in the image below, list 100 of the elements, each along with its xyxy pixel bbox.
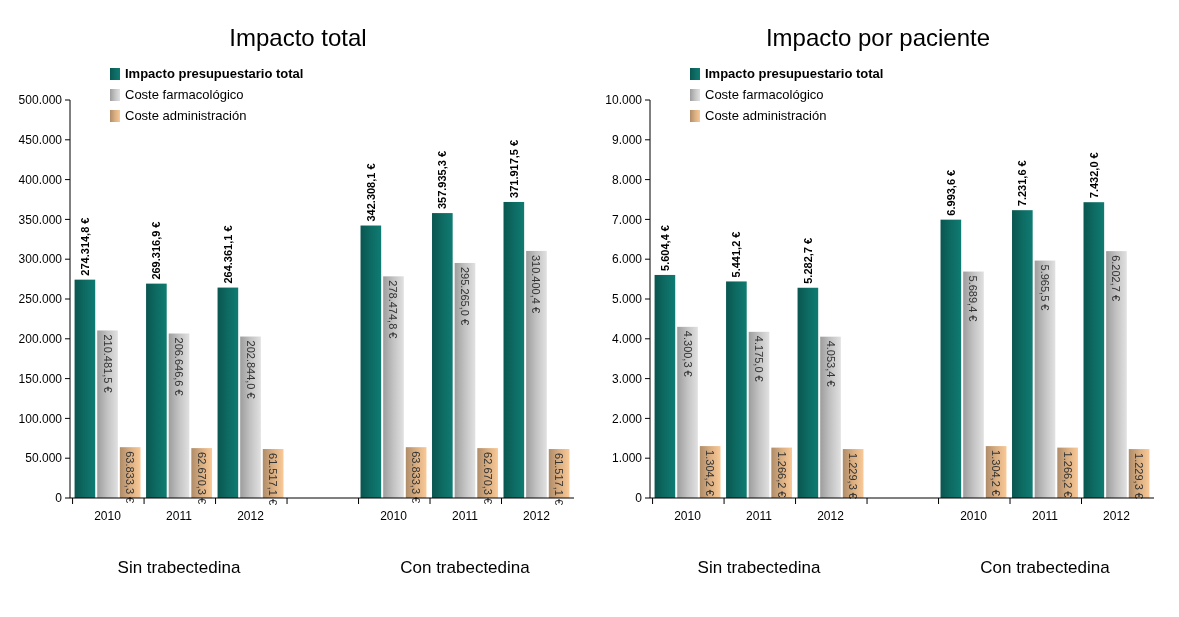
y-tick-label: 300.000 [18,252,63,267]
y-tick-label: 200.000 [18,332,63,346]
data-label: 63.833,3 € [124,451,137,504]
data-label: 274.314,8 € [78,217,91,276]
data-label: 310.400,4 € [530,254,543,314]
y-tick-label: 350.000 [18,212,63,227]
x-tick-label: 2011 [746,509,773,523]
y-tick-label: 400.000 [18,172,63,187]
bar [454,262,476,498]
bar [383,276,404,498]
bar [654,274,676,498]
data-label: 5.689,4 € [967,275,980,322]
data-label: 6.993,6 € [944,169,957,216]
y-tick-label: 450.000 [18,133,63,147]
data-label: 1.266,2 € [775,451,788,498]
y-tick-label: 5.000 [611,292,643,307]
x-tick-label: 2012 [1103,509,1131,523]
y-tick-label: 8.000 [611,172,643,187]
y-tick-label: 250.000 [18,292,63,307]
text: Sin trabectedina [117,558,241,577]
data-label: 202.844,0 € [244,340,257,399]
data-label: 210.481,5 € [101,334,114,393]
data-label: 7.432,0 € [1087,152,1100,199]
legend-label: Impacto presupuestario total [705,66,884,81]
data-label: 295.265,0 € [458,266,471,326]
bar [726,281,747,498]
data-label: 5.604,4 € [658,225,671,271]
data-label: 4.300,3 € [681,330,694,377]
y-tick-label: 7.000 [611,212,643,227]
data-label: 269.316,9 € [150,221,163,280]
y-tick-label: 0 [635,491,643,506]
data-label: 62.670,3 € [481,452,494,505]
x-tick-label: 2011 [166,509,193,523]
x-tick-label: 2012 [817,509,845,523]
legend-label: Coste administración [705,108,827,123]
data-label: 1.266,2 € [1061,451,1074,498]
data-label: 264.361,1 € [221,225,234,284]
bar [940,219,962,498]
text: Con trabectedina [980,558,1111,577]
y-tick-label: 50.000 [25,451,63,466]
bar [146,283,167,498]
data-label: 62.670,3 € [195,452,208,505]
bar [74,279,96,498]
data-label: 342.308,1 € [364,163,377,222]
y-tick-label: 0 [55,491,63,506]
bar [677,326,698,498]
text: Sin trabectedina [697,558,821,577]
x-tick-label: 2010 [960,509,988,523]
data-label: 63.833,3 € [410,451,423,504]
chart-title: Impacto por paciente [765,24,991,51]
legend-label: Coste farmacológico [125,87,244,102]
legend-label: Impacto presupuestario total [125,66,304,81]
bar [526,250,547,498]
y-tick-label: 6.000 [611,252,643,267]
data-label: 61.517,1 € [267,453,280,506]
y-tick-label: 9.000 [611,133,643,147]
bar [1106,251,1127,498]
data-label: 1.229,3 € [847,453,860,499]
legend-label: Coste administración [125,108,247,123]
bar [97,330,118,498]
y-tick-label: 100.000 [18,411,63,426]
legend-label: Coste farmacológico [705,87,824,102]
bar [1083,202,1105,498]
y-tick-label: 500.000 [18,93,63,108]
bar [1034,260,1056,498]
data-label: 206.646,6 € [173,337,186,396]
data-label: 1.304,2 € [704,450,717,496]
bar [503,201,525,498]
data-label: 371.917,5 € [507,139,520,198]
data-label: 4.053,4 € [824,340,837,387]
x-tick-label: 2011 [452,509,479,523]
data-label: 1.304,2 € [990,450,1003,496]
data-label: 5.282,7 € [801,237,814,284]
bar [797,287,819,498]
y-tick-label: 3.000 [611,371,643,386]
y-tick-label: 10.000 [605,93,643,108]
x-tick-label: 2010 [380,509,408,523]
x-tick-label: 2010 [674,509,702,523]
chart-title: Impacto total [229,24,367,51]
data-label: 1.229,3 € [1133,453,1146,499]
bar [240,336,261,498]
data-label: 5.965,5 € [1038,264,1051,311]
bar [432,213,453,498]
y-tick-label: 2.000 [611,411,643,426]
x-tick-label: 2012 [523,509,551,523]
text: Con trabectedina [400,558,531,577]
bar [963,271,984,498]
bar [360,225,382,498]
bar [217,287,239,498]
data-label: 7.231,6 € [1016,160,1029,207]
y-tick-label: 4.000 [611,332,643,346]
data-label: 61.517,1 € [553,453,566,506]
bar [748,331,770,498]
data-label: 5.441,2 € [730,231,743,278]
data-label: 357.935,3 € [436,150,449,210]
data-label: 278.474,8 € [387,280,400,339]
bar [1012,210,1033,498]
x-tick-label: 2011 [1032,509,1059,523]
y-tick-label: 1.000 [611,451,643,466]
x-tick-label: 2010 [94,509,122,523]
